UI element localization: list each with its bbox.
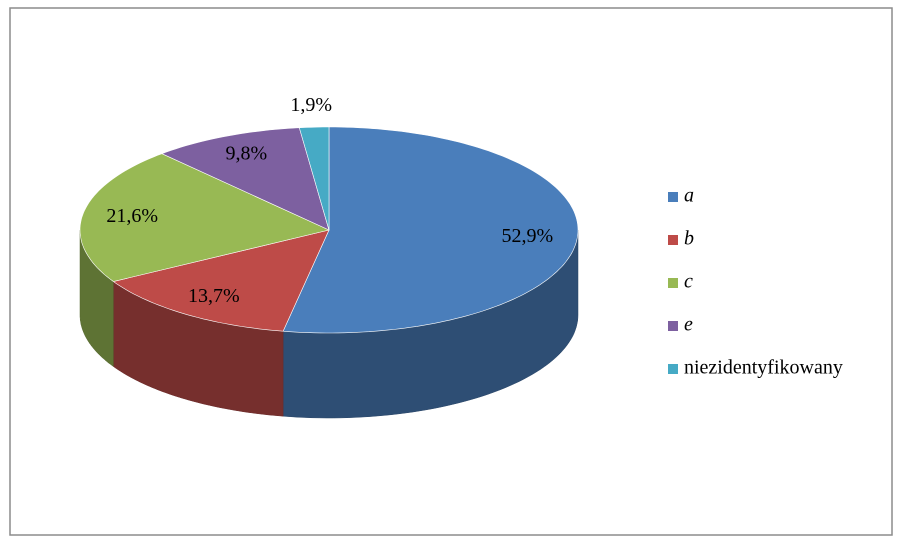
slice [79, 153, 330, 367]
slice [161, 127, 330, 231]
data-label: 9,8% [226, 143, 268, 165]
legend-swatch [668, 192, 678, 202]
legend-swatch [668, 364, 678, 374]
legend-swatch [668, 235, 678, 245]
legend-label: c [684, 271, 693, 293]
legend-label: e [684, 314, 693, 336]
legend-swatch [668, 321, 678, 331]
legend-label: b [684, 228, 694, 250]
data-label: 13,7% [188, 285, 240, 307]
slice-top [79, 153, 330, 282]
data-label: 1,9% [290, 94, 332, 116]
legend-label: a [684, 185, 694, 207]
slice [298, 126, 330, 231]
slice-top [282, 126, 579, 334]
data-label: 52,9% [502, 225, 554, 247]
slice-top [112, 229, 330, 332]
slice-top [161, 127, 330, 231]
data-label: 21,6% [106, 205, 158, 227]
slice [112, 229, 330, 417]
slice-top [298, 126, 330, 231]
legend-label: niezidentyfikowany [684, 357, 843, 379]
legend-swatch [668, 278, 678, 288]
